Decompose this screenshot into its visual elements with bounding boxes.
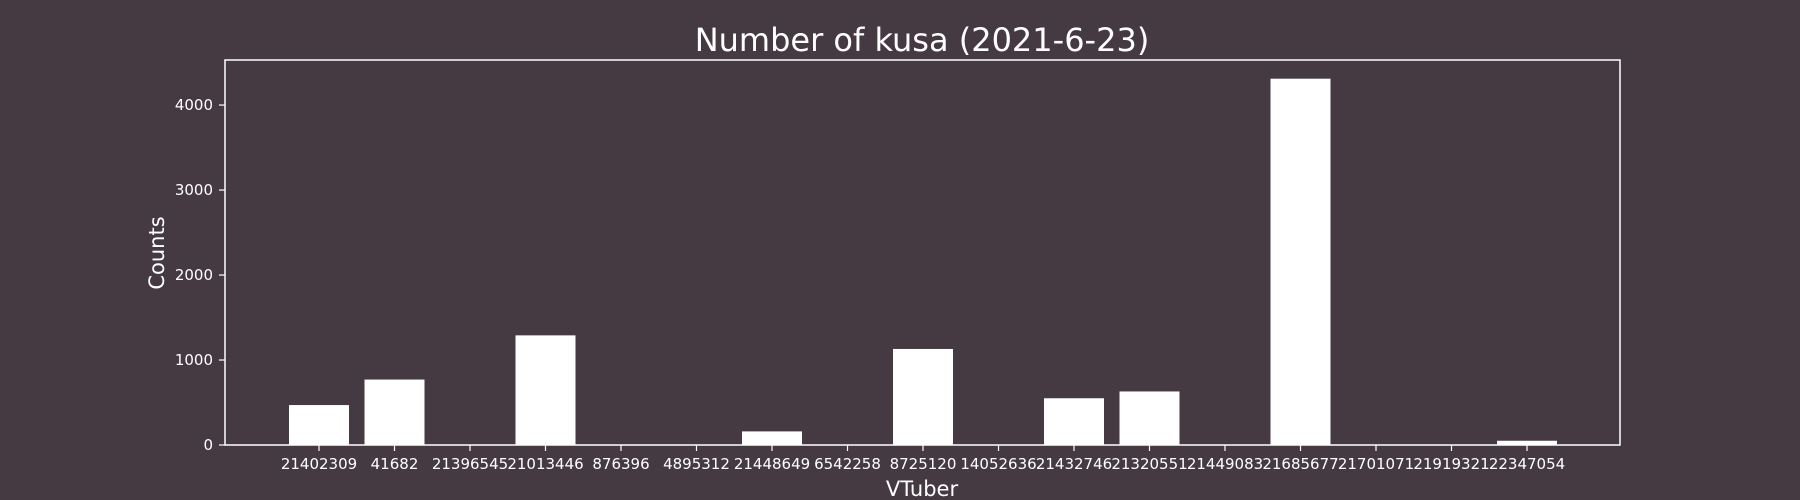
bar-21320551 — [1119, 391, 1180, 445]
y-tick-label: 3000 — [175, 181, 213, 199]
x-tick-label: 21448649 — [734, 455, 810, 473]
y-tick-label: 1000 — [175, 351, 213, 369]
bar-21685677 — [1270, 78, 1331, 445]
bars-group — [289, 78, 1557, 445]
y-axis: 0 1000 2000 3000 4000 — [175, 96, 225, 454]
bar-8725120 — [893, 348, 953, 445]
x-tick-label: 21320551 — [1111, 455, 1187, 473]
bar-21402309 — [289, 405, 349, 445]
x-axis: 21402309 41682 21396545 21013446 876396 48953… — [281, 445, 1565, 473]
x-tick-label: 6542258 — [814, 455, 881, 473]
bar-21448649 — [742, 431, 802, 445]
x-tick-label: 21919321 — [1413, 455, 1489, 473]
y-tick-label: 4000 — [175, 96, 213, 114]
x-tick-label: 21685677 — [1262, 455, 1338, 473]
x-tick-label: 41682 — [371, 455, 419, 473]
x-tick-label: 21013446 — [507, 455, 583, 473]
x-tick-label: 4895312 — [663, 455, 730, 473]
x-tick-label: 876396 — [592, 455, 649, 473]
x-tick-label: 14052636 — [960, 455, 1036, 473]
x-tick-label: 21432746 — [1036, 455, 1112, 473]
bar-41682 — [364, 379, 425, 445]
x-tick-label: 21449083 — [1187, 455, 1263, 473]
bar-22347054 — [1497, 440, 1557, 445]
x-tick-label: 8725120 — [890, 455, 957, 473]
x-tick-label: 22347054 — [1489, 455, 1565, 473]
bar-21013446 — [515, 335, 576, 445]
x-tick-label: 21402309 — [281, 455, 357, 473]
x-tick-label: 21701071 — [1338, 455, 1414, 473]
x-axis-label: VTuber — [886, 477, 959, 500]
x-tick-label: 21396545 — [432, 455, 508, 473]
bar-21432746 — [1044, 398, 1104, 445]
y-tick-label: 0 — [203, 436, 213, 454]
chart-title: Number of kusa (2021-6-23) — [695, 21, 1150, 59]
y-tick-label: 2000 — [175, 266, 213, 284]
y-axis-label: Counts — [145, 216, 169, 289]
